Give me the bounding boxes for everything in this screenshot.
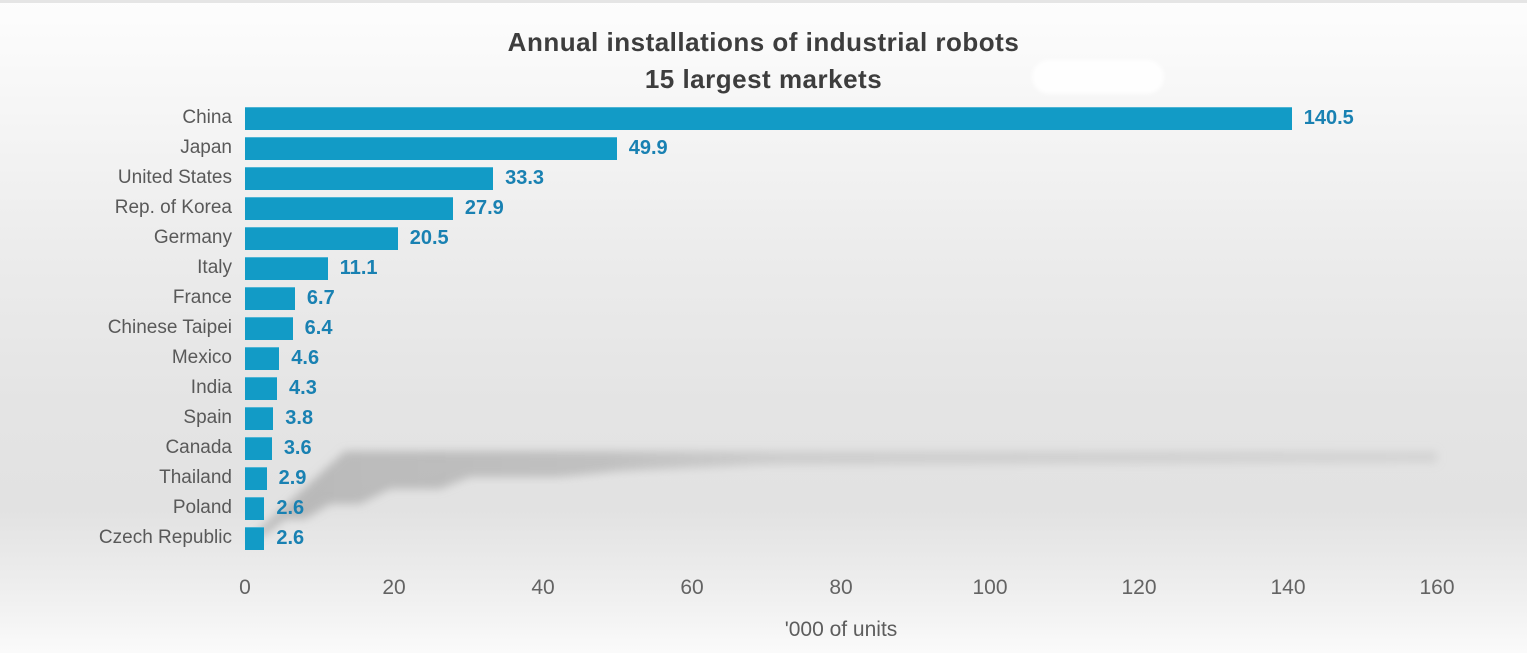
bar	[245, 526, 265, 550]
bar-row: Poland 2.6	[0, 493, 1527, 523]
category-label: Mexico	[171, 347, 232, 368]
bar-value-label: 20.5	[409, 226, 449, 249]
bar-track: 6.4	[245, 316, 1437, 340]
bar-value-label: 4.6	[291, 346, 320, 369]
bar-value-label: 2.6	[276, 496, 305, 519]
bar-track: 6.7	[245, 286, 1437, 310]
chart-title-line2: 15 largest markets	[644, 64, 883, 94]
category-label: China	[182, 107, 232, 128]
category-label: Poland	[172, 497, 232, 518]
bar	[245, 166, 494, 190]
category-label: Canada	[165, 437, 232, 458]
x-axis-tick-label: 40	[531, 576, 555, 599]
bar-row: Thailand 2.9	[0, 463, 1527, 493]
bar-value-label: 11.1	[339, 256, 378, 279]
category-label: Germany	[153, 227, 232, 248]
category-label: United States	[117, 167, 232, 188]
bar-value-label: 27.9	[464, 196, 504, 219]
bar	[245, 496, 265, 520]
category-label: Rep. of Korea	[114, 197, 232, 218]
bar-value-label: 6.4	[304, 316, 333, 339]
bar-track: 4.6	[245, 346, 1437, 370]
x-axis-label: '000 of units	[784, 618, 898, 641]
bar-track: 49.9	[245, 136, 1437, 160]
x-axis-tick-label: 140	[1270, 576, 1306, 599]
bar	[245, 316, 293, 340]
chart-title-line1: Annual installations of industrial robot…	[507, 27, 1020, 57]
bar-value-label: 3.6	[283, 436, 312, 459]
erased-highlight-blob	[1032, 60, 1164, 94]
bar-track: 20.5	[245, 226, 1437, 250]
bar-track: 140.5	[245, 106, 1437, 130]
bar-track: 2.6	[245, 496, 1437, 520]
bar-row: Mexico 4.6	[0, 343, 1527, 373]
bar	[245, 406, 274, 430]
category-label: India	[190, 377, 232, 398]
category-label: Thailand	[159, 467, 232, 488]
x-axis-tick-label: 20	[382, 576, 406, 599]
bar	[245, 376, 278, 400]
bar-row: Czech Republic 2.6	[0, 523, 1527, 553]
bar-track: 3.6	[245, 436, 1437, 460]
bar-track: 11.1	[245, 256, 1437, 280]
x-axis-tick-label: 60	[680, 576, 704, 599]
bar-row: Italy 11.1	[0, 253, 1527, 283]
bar-value-label: 2.6	[276, 526, 305, 549]
x-axis-tick-label: 0	[239, 576, 251, 599]
bar-value-label: 4.3	[289, 376, 317, 399]
bar-value-label: 3.8	[285, 406, 314, 429]
bar-row: India 4.3	[0, 373, 1527, 403]
bar-row: China 140.5	[0, 103, 1527, 133]
bar	[245, 436, 272, 460]
bar-track: 27.9	[245, 196, 1437, 220]
category-label: France	[172, 287, 232, 308]
x-axis-tick-label: 80	[829, 576, 853, 599]
x-axis: 0 20 40 60 80 100 120 140 160	[239, 576, 1454, 604]
bar	[245, 346, 280, 370]
category-label: Italy	[197, 257, 232, 278]
bar	[245, 256, 328, 280]
bar-track: 2.6	[245, 526, 1437, 550]
category-label: Japan	[180, 137, 232, 158]
bar-row: Canada 3.6	[0, 433, 1527, 463]
bar	[245, 286, 295, 310]
bar-value-label: 2.9	[278, 466, 307, 489]
bar-value-label: 140.5	[1303, 106, 1354, 129]
bar	[245, 136, 617, 160]
bar-track: 4.3	[245, 376, 1437, 400]
bar-row: Germany 20.5	[0, 223, 1527, 253]
bar-track: 3.8	[245, 406, 1437, 430]
x-axis-tick-label: 160	[1419, 576, 1455, 599]
bar-row: Japan 49.9	[0, 133, 1527, 163]
bar-row: Chinese Taipei 6.4	[0, 313, 1527, 343]
category-label: Spain	[183, 407, 232, 428]
bar	[245, 106, 1292, 130]
bar-row: Rep. of Korea 27.9	[0, 193, 1527, 223]
chart-title: Annual installations of industrial robot…	[0, 24, 1527, 98]
x-axis-tick-label: 100	[972, 576, 1008, 599]
top-edge-line	[0, 0, 1527, 3]
bar	[245, 226, 398, 250]
bar	[245, 466, 267, 490]
bar-track: 2.9	[245, 466, 1437, 490]
category-label: Chinese Taipei	[107, 317, 232, 338]
bar	[245, 196, 453, 220]
bar-value-label: 6.7	[306, 286, 335, 309]
category-label: Czech Republic	[98, 527, 232, 548]
bar-track: 33.3	[245, 166, 1437, 190]
bar-row: Spain 3.8	[0, 403, 1527, 433]
plot-area: China 140.5 Japan 49.9 United States 33.3 Rep.…	[0, 103, 1527, 553]
bar-value-label: 49.9	[628, 136, 668, 159]
bar-value-label: 33.3	[505, 166, 545, 189]
bar-row: United States 33.3	[0, 163, 1527, 193]
x-axis-tick-label: 120	[1121, 576, 1157, 599]
bar-row: France 6.7	[0, 283, 1527, 313]
